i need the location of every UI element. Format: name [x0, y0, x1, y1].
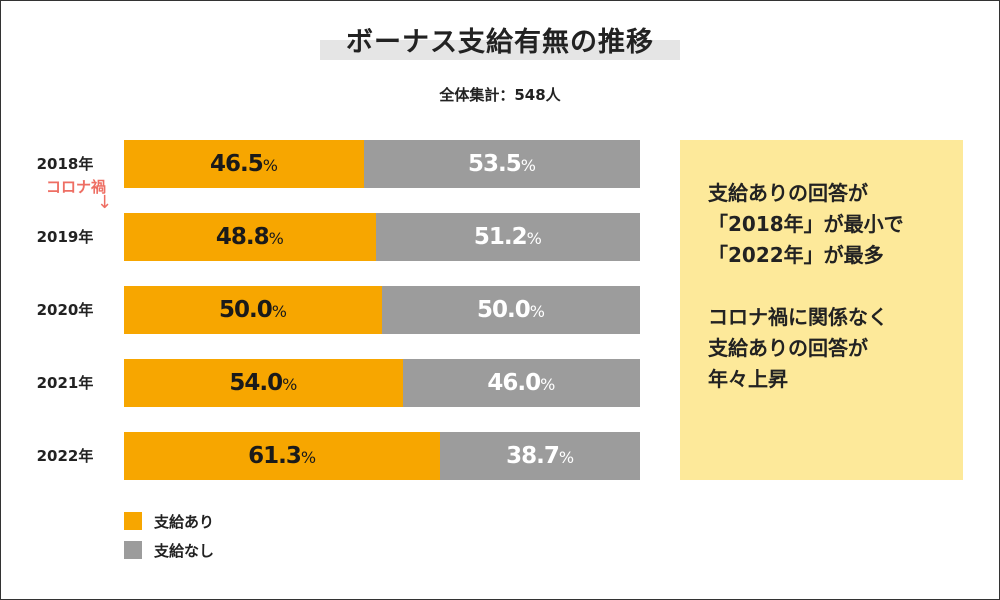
data-label-yes: 46.5% — [210, 140, 278, 188]
data-label-no: 38.7% — [506, 432, 574, 480]
summary-note-box: 支給ありの回答が 「2018年」が最小で 「2022年」が最多 コロナ禍に関係な… — [680, 140, 963, 480]
data-label-value: 48.8 — [215, 224, 270, 250]
data-label-no: 53.5% — [468, 140, 536, 188]
data-label-unit: % — [268, 229, 284, 248]
data-label-unit: % — [282, 375, 298, 394]
bar-segment-yes — [124, 213, 376, 261]
bar-segment-yes — [124, 286, 382, 334]
legend-label-no: 支給なし — [154, 542, 215, 560]
data-label-yes: 54.0% — [229, 359, 297, 407]
data-label-value: 53.5 — [467, 151, 522, 177]
bar-row: 50.0% 50.0% — [124, 286, 640, 334]
data-label-unit: % — [300, 448, 317, 467]
data-label-unit: % — [529, 302, 545, 321]
title-block: ボーナス支給有無の推移 — [320, 14, 680, 62]
arrow-down-icon: ↓ — [97, 192, 113, 213]
bar-segment-no — [402, 359, 640, 407]
data-label-yes: 48.8% — [216, 213, 284, 261]
data-label-unit: % — [526, 229, 542, 248]
data-label-value: 51.2 — [473, 224, 528, 250]
bar-row: 54.0% 46.0% — [124, 359, 640, 407]
bar-segment-no — [440, 432, 640, 480]
data-label-value: 50.0 — [219, 297, 273, 323]
category-label: 2018年 — [36, 155, 94, 173]
note-line: コロナ禍に関係なく — [708, 305, 888, 329]
data-label-unit: % — [540, 375, 556, 394]
data-label-value: 38.7 — [506, 443, 560, 469]
data-label-no: 46.0% — [487, 359, 555, 407]
note-spacer — [708, 271, 945, 302]
bar-segment-yes — [124, 140, 364, 188]
data-label-yes: 50.0% — [219, 286, 287, 334]
note-line: 「2022年」が最多 — [708, 243, 884, 267]
bar-row: 61.3% 38.7% — [124, 432, 640, 480]
data-label-value: 46.5 — [209, 151, 264, 177]
data-label-unit: % — [558, 448, 575, 467]
chart-subtitle: 全体集計：548人 — [439, 86, 561, 104]
corona-annotation: コロナ禍 — [45, 178, 106, 196]
data-label-value: 61.3 — [248, 443, 302, 469]
legend-swatch-yes — [124, 512, 142, 530]
data-label-unit: % — [520, 156, 536, 175]
data-label-value: 50.0 — [477, 297, 531, 323]
data-label-unit: % — [271, 302, 287, 321]
bar-row: 46.5% 53.5% — [124, 140, 640, 188]
category-label: 2021年 — [36, 374, 94, 392]
legend-swatch-no — [124, 541, 142, 559]
bar-segment-yes — [124, 359, 403, 407]
data-label-value: 54.0 — [229, 370, 283, 396]
legend-label-yes: 支給あり — [154, 513, 215, 531]
data-label-value: 46.0 — [487, 370, 541, 396]
title-highlight — [320, 40, 680, 60]
note-line: 支給ありの回答が — [708, 181, 868, 205]
data-label-unit: % — [262, 156, 278, 175]
bar-row: 48.8% 51.2% — [124, 213, 640, 261]
note-line: 「2018年」が最小で — [708, 212, 904, 236]
note-line: 年々上昇 — [708, 367, 788, 391]
category-label: 2020年 — [36, 301, 94, 319]
data-label-yes: 61.3% — [248, 432, 316, 480]
data-label-no: 50.0% — [477, 286, 545, 334]
chart-title: ボーナス支給有無の推移 — [346, 27, 654, 58]
data-label-no: 51.2% — [474, 213, 542, 261]
category-label: 2019年 — [36, 228, 94, 246]
category-label: 2022年 — [36, 447, 94, 465]
bar-segment-no — [375, 213, 640, 261]
bar-segment-yes — [124, 432, 441, 480]
bar-segment-no — [363, 140, 640, 188]
bar-segment-no — [382, 286, 640, 334]
note-line: 支給ありの回答が — [708, 336, 868, 360]
